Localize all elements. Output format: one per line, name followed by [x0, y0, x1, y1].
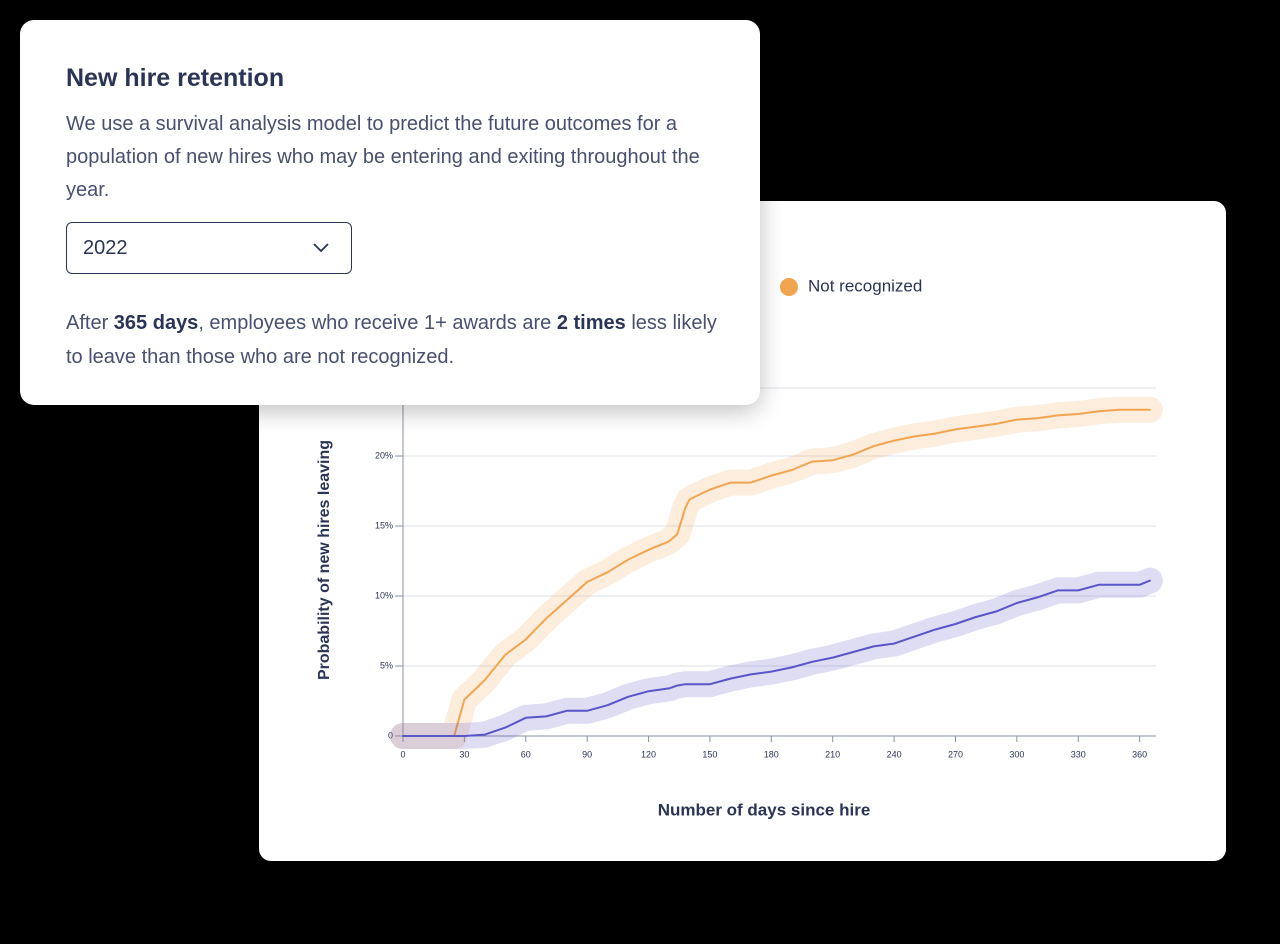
x-tick-label: 30: [459, 749, 469, 759]
x-tick-label: 270: [948, 749, 963, 759]
summary: After 365 days, employees who receive 1+…: [66, 306, 726, 374]
x-tick-label: 300: [1009, 749, 1024, 759]
summary-text: , employees who receive 1+ awards are: [198, 312, 557, 334]
x-tick-label: 150: [702, 749, 717, 759]
legend-label: Not recognized: [808, 276, 922, 295]
info-card: New hire retention We use a survival ana…: [20, 20, 760, 405]
dropdown-value: 2022: [83, 237, 128, 259]
chevron: [313, 243, 329, 253]
line: [402, 579, 1151, 737]
x-tick-label: 240: [887, 749, 902, 759]
summary-text: After: [66, 312, 114, 334]
x-axis-label: Number of days since hire: [658, 800, 871, 819]
card-description: We use a survival analysis model to pred…: [66, 113, 700, 201]
x-tick-label: 330: [1071, 749, 1086, 759]
summary-emphasis: 365 days: [113, 312, 199, 334]
x-tick-label: 90: [582, 749, 592, 759]
x-tick-label: 0: [400, 749, 405, 759]
x-tick-label: 360: [1132, 749, 1147, 759]
summary-emphasis: 2 times: [556, 312, 626, 334]
y-tick-label: 10%: [375, 590, 393, 600]
x-tick-label: 120: [641, 749, 656, 759]
y-tick-label: 20%: [375, 450, 393, 460]
legend-marker: [780, 278, 798, 296]
y-tick-label: 5%: [380, 660, 393, 670]
x-tick-label: 210: [825, 749, 840, 759]
summary-text: less likely to leave than those who are …: [66, 312, 717, 368]
y-axis-label: Probability of new hires leaving: [316, 440, 333, 680]
y-tick-label: 15%: [375, 520, 393, 530]
year-dropdown[interactable]: 2022: [66, 222, 352, 274]
line: [402, 408, 1151, 737]
x-tick-label: 180: [764, 749, 779, 759]
x-tick-label: 60: [521, 749, 531, 759]
card-title: New hire retention: [66, 64, 285, 92]
y-tick-label: 0: [388, 730, 393, 740]
